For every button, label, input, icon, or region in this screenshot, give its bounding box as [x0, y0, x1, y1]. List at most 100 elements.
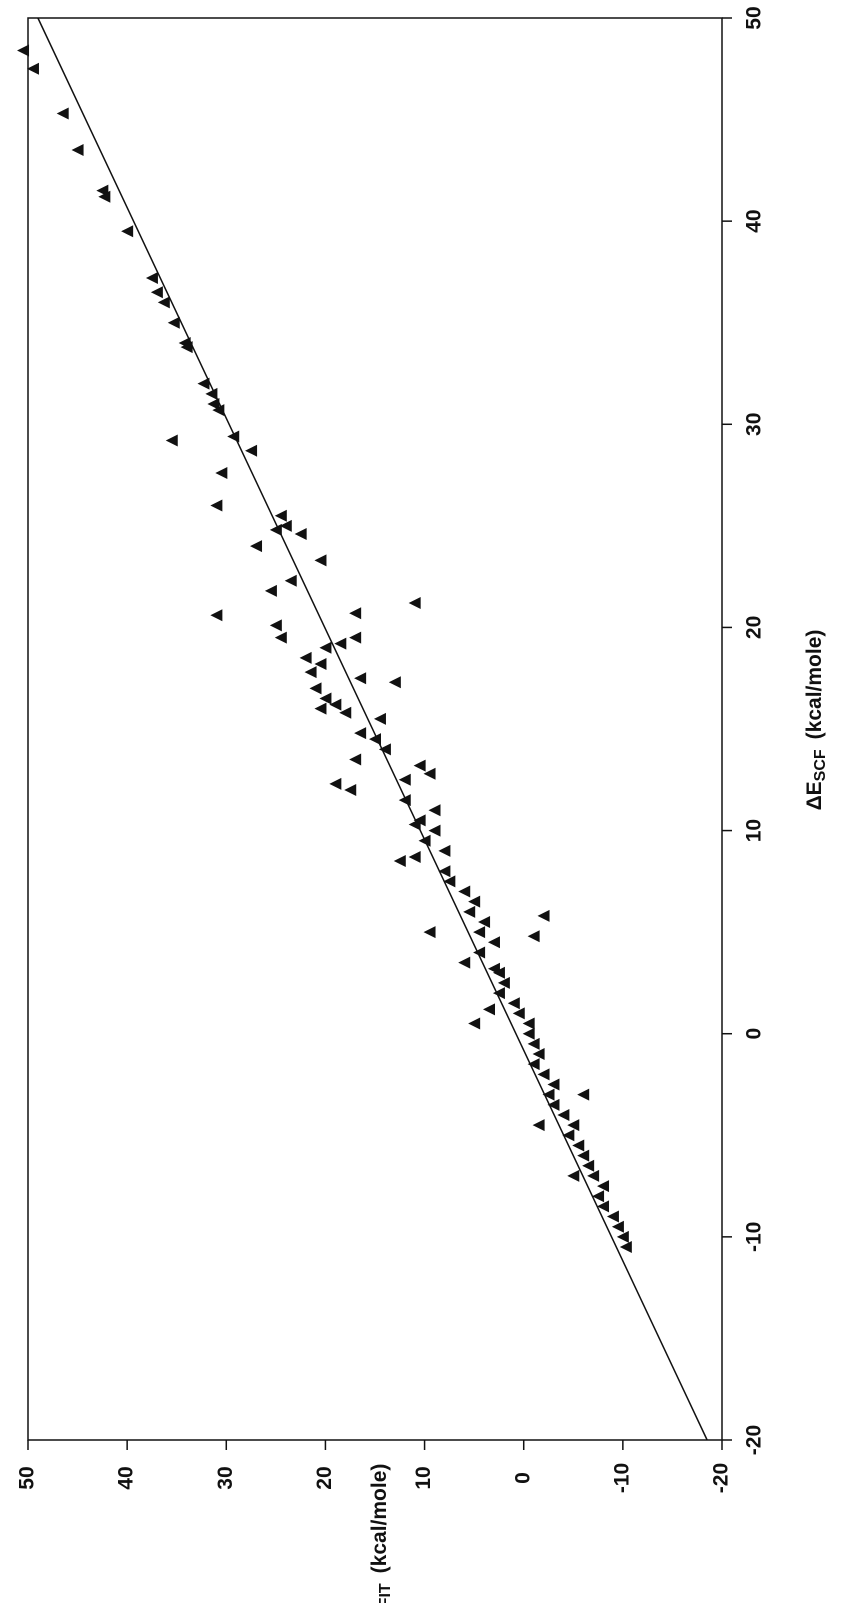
fit-line: [37, 17, 708, 1441]
point: [349, 753, 362, 766]
point: [423, 926, 436, 939]
point: [349, 631, 362, 644]
point: [354, 727, 367, 740]
point: [507, 997, 520, 1010]
point: [428, 804, 441, 817]
x-label-subscript: SCF: [812, 749, 829, 781]
point: [398, 773, 411, 786]
point: [167, 316, 180, 329]
point: [314, 657, 327, 670]
y-tick-label: -20: [710, 1463, 733, 1493]
point: [606, 1210, 619, 1223]
point: [537, 1068, 550, 1081]
point: [562, 1129, 575, 1142]
point: [532, 1119, 545, 1132]
point: [527, 930, 540, 943]
point: [592, 1190, 605, 1203]
point: [483, 1003, 496, 1016]
point: [468, 895, 481, 908]
point: [245, 444, 258, 457]
point: [408, 850, 421, 863]
point: [478, 915, 491, 928]
point: [547, 1098, 560, 1111]
plot-frame: [27, 17, 723, 1441]
point: [56, 107, 69, 120]
x-label-unit: (kcal/mole): [803, 630, 826, 740]
point: [537, 909, 550, 922]
point: [497, 976, 510, 989]
y-label-unit: (kcal/mole): [368, 1464, 391, 1574]
point: [71, 144, 84, 157]
point: [418, 834, 431, 847]
point: [443, 875, 456, 888]
point: [309, 682, 322, 695]
point: [557, 1108, 570, 1121]
point: [542, 1088, 555, 1101]
y-axis-label: ΔEFIT(kcal/mole): [368, 1464, 395, 1603]
point: [26, 62, 39, 75]
y-tick-label: 50: [16, 1466, 39, 1489]
point: [388, 676, 401, 689]
point: [572, 1139, 585, 1152]
y-tick-label: 0: [511, 1472, 534, 1484]
x-label-symbol: ΔE: [803, 781, 826, 810]
point: [378, 743, 391, 756]
point: [597, 1200, 610, 1213]
point: [438, 844, 451, 857]
point: [304, 666, 317, 679]
point: [121, 225, 134, 238]
point: [349, 607, 362, 620]
point: [344, 783, 357, 796]
point: [619, 1241, 632, 1254]
point: [294, 527, 307, 540]
y-tick-label: 20: [313, 1466, 336, 1489]
point: [512, 1007, 525, 1020]
point: [369, 733, 381, 746]
point: [458, 956, 471, 969]
x-tick-label: -10: [743, 1222, 766, 1252]
point: [438, 865, 451, 878]
point: [334, 637, 347, 650]
point: [339, 706, 352, 719]
point: [577, 1088, 590, 1101]
point: [473, 926, 486, 939]
point: [423, 767, 436, 780]
point: [398, 794, 411, 807]
point: [577, 1149, 590, 1162]
point: [98, 190, 111, 203]
point: [150, 286, 163, 299]
point: [487, 936, 500, 949]
point: [197, 377, 210, 390]
point: [567, 1169, 580, 1182]
point: [587, 1169, 600, 1182]
point: [522, 1017, 535, 1030]
x-tick-label: 30: [743, 413, 766, 436]
point: [212, 404, 225, 417]
point: [527, 1058, 540, 1071]
point: [393, 855, 406, 868]
x-tick-label: 50: [743, 6, 766, 29]
point: [329, 777, 342, 790]
point: [428, 824, 441, 837]
y-tick-label: 30: [214, 1466, 237, 1489]
point: [329, 698, 342, 711]
point: [468, 1017, 481, 1030]
point: [373, 712, 386, 725]
x-axis-label: ΔESCF (kcal/mole): [803, 630, 830, 811]
point: [284, 574, 297, 587]
point: [269, 619, 282, 632]
point: [210, 499, 223, 512]
point: [157, 296, 170, 309]
point: [597, 1180, 610, 1193]
point: [210, 609, 223, 622]
point: [180, 341, 193, 354]
point: [492, 966, 505, 979]
point: [314, 702, 327, 715]
point: [274, 631, 287, 644]
point: [207, 397, 220, 410]
point: [547, 1078, 560, 1091]
point: [413, 759, 426, 772]
point: [319, 692, 332, 705]
point: [354, 672, 367, 685]
